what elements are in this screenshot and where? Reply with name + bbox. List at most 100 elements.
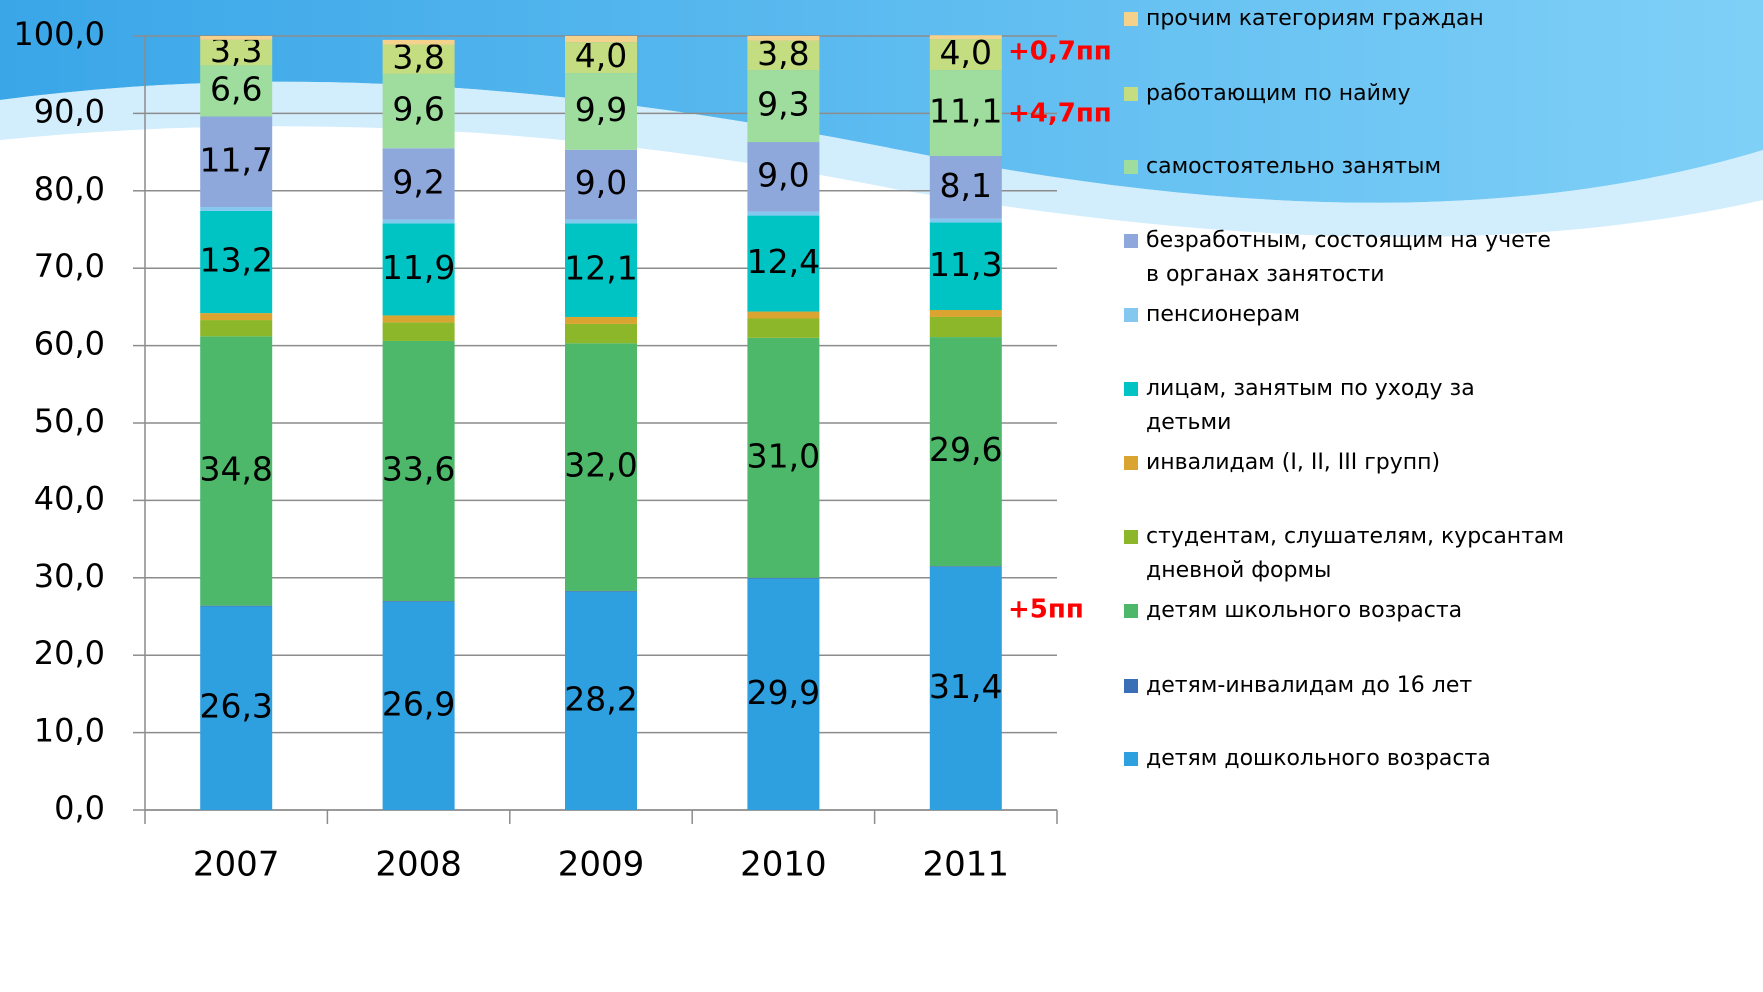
legend-item: безработным, состоящим на учете в органа… (1124, 224, 1566, 292)
legend-item: работающим по найму (1124, 77, 1566, 111)
data-label: 4,0 (940, 33, 992, 72)
y-tick-label: 60,0 (34, 325, 105, 363)
bar-segment (200, 313, 273, 321)
data-label: 26,3 (199, 687, 272, 726)
data-label: 11,3 (929, 245, 1002, 284)
bar-segment (747, 36, 820, 41)
legend-swatch (1124, 604, 1138, 618)
data-label: 6,6 (210, 69, 262, 108)
legend-swatch (1124, 234, 1138, 248)
bar-segment (200, 336, 273, 606)
legend-swatch (1124, 308, 1138, 322)
annotation: +0,7пп (1008, 37, 1112, 67)
data-label: 31,0 (747, 436, 820, 475)
legend-item: детям-инвалидам до 16 лет (1124, 669, 1566, 703)
legend-item: пенсионерам (1124, 298, 1566, 332)
data-label: 11,1 (929, 92, 1002, 131)
legend-label: работающим по найму (1146, 81, 1411, 106)
y-tick-label: 70,0 (34, 247, 105, 285)
bar-segment (200, 116, 273, 208)
data-label: 8,1 (940, 166, 992, 205)
bar-segment (747, 311, 820, 319)
data-label: 12,1 (564, 249, 637, 288)
bar-segment (565, 343, 637, 591)
bar-segment (929, 155, 1002, 219)
x-tick-label: 2007 (193, 845, 280, 885)
x-tick-label: 2009 (558, 845, 645, 885)
bar-segment (382, 219, 455, 224)
y-tick-label: 30,0 (34, 557, 105, 595)
y-tick-label: 10,0 (34, 712, 105, 750)
bar-segment (200, 210, 273, 314)
data-label: 34,8 (199, 449, 272, 488)
data-label: 9,9 (575, 90, 627, 129)
data-label: 26,9 (382, 684, 455, 723)
legend-label: прочим категориям граждан (1146, 6, 1484, 31)
data-label: 9,3 (757, 85, 809, 124)
bar-segment (747, 337, 820, 578)
bar-segment (747, 211, 820, 216)
legend-label: инвалидам (I, II, III групп) (1146, 450, 1441, 475)
data-label: 31,4 (929, 667, 1002, 706)
data-label: 9,0 (757, 155, 809, 194)
bar-segment (200, 605, 273, 607)
bar-segment (747, 578, 820, 810)
bar-segment (200, 65, 273, 117)
y-tick-label: 0,0 (54, 789, 105, 827)
bar-segment (929, 337, 1002, 567)
y-tick-label: 20,0 (34, 634, 105, 672)
legend-label: пенсионерам (1146, 302, 1301, 327)
bar-segment (382, 148, 455, 220)
legend-label: детям дошкольного возраста (1146, 746, 1491, 771)
annotation: +4,7пп (1008, 99, 1112, 129)
legend-item: детям дошкольного возраста (1124, 742, 1566, 776)
legend-label: безработным, состоящим на учете в органа… (1146, 228, 1551, 287)
legend-swatch (1124, 87, 1138, 101)
bar-segment (565, 73, 637, 150)
legend-swatch (1124, 456, 1138, 470)
legend-label: студентам, слушателям, курсантам дневной… (1146, 524, 1565, 583)
bar-segment (382, 39, 455, 45)
bar-segment (200, 320, 273, 337)
bar-segment (565, 590, 637, 592)
bar-segment (565, 223, 637, 317)
bar-segment (747, 142, 820, 212)
bar-segment (565, 323, 637, 344)
bar-segment (200, 207, 273, 211)
legend-swatch (1124, 752, 1138, 766)
legend-item: прочим категориям граждан (1124, 2, 1566, 36)
data-label: 29,9 (747, 673, 820, 712)
bar-segment (200, 36, 273, 40)
legend-item: детям школьного возраста (1124, 594, 1566, 628)
y-tick-label: 50,0 (34, 402, 105, 440)
y-tick-label: 80,0 (34, 170, 105, 208)
bar-segment (747, 70, 820, 143)
bar-segment (929, 566, 1002, 810)
data-label: 4,0 (575, 36, 627, 75)
bar-segment (565, 36, 637, 43)
bar-segment (200, 606, 273, 810)
bar-segment (200, 39, 273, 66)
data-label: 28,2 (564, 679, 637, 718)
bar-segment (565, 316, 637, 324)
x-tick-label: 2008 (375, 845, 462, 885)
bar-segment (929, 566, 1002, 567)
bar-segment (382, 315, 455, 323)
bar-segment (747, 215, 820, 312)
x-tick-label: 2010 (740, 845, 827, 885)
bar-segment (929, 316, 1002, 338)
bar-segment (382, 601, 455, 810)
data-label: 12,4 (747, 242, 820, 281)
annotation: +5пп (1008, 595, 1084, 625)
bar-segment (929, 222, 1002, 310)
legend-swatch (1124, 530, 1138, 544)
bar-segment (382, 44, 455, 74)
bar-segment (747, 40, 820, 71)
bar-segment (565, 149, 637, 220)
bar-segment (747, 318, 820, 338)
legend-label: детям-инвалидам до 16 лет (1146, 673, 1473, 698)
y-tick-label: 90,0 (34, 92, 105, 130)
bar-segment (382, 223, 455, 316)
